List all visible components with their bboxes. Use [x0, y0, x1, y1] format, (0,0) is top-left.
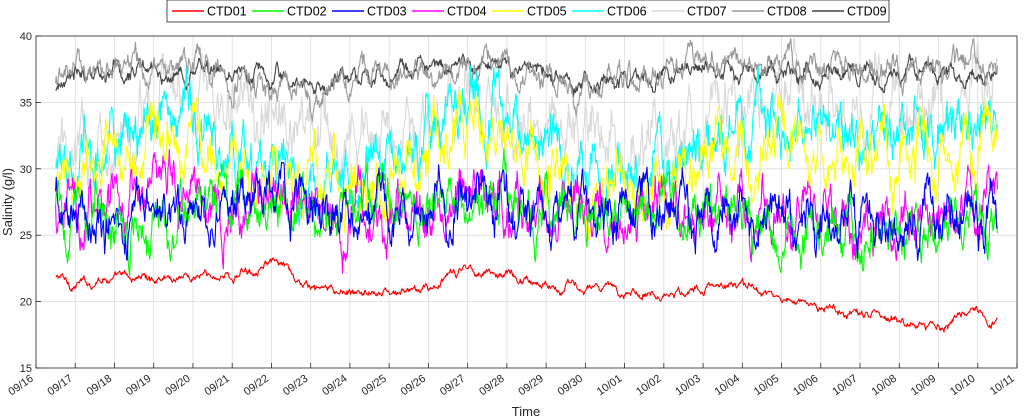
x-tick-label: 10/11 — [988, 373, 1017, 398]
legend: CTD01 CTD02 CTD03 CTD04 CTD05 CTD06 CTD07 CTD08… — [166, 0, 890, 23]
series-line-ctd01 — [55, 257, 998, 333]
x-tick-label: 10/01 — [595, 373, 624, 399]
x-axis-label: Time — [512, 404, 540, 419]
series-line-ctd06 — [55, 65, 998, 227]
legend-label-ctd04: CTD04 — [447, 5, 487, 19]
series-line-ctd05 — [55, 89, 998, 241]
y-tick-label: 40 — [20, 31, 32, 43]
x-tick-label: 09/19 — [124, 373, 153, 399]
y-tick-label: 35 — [20, 97, 32, 109]
legend-label-ctd03: CTD03 — [367, 5, 407, 19]
x-tick-label: 10/02 — [634, 373, 663, 399]
x-tick-label: 09/25 — [359, 373, 388, 399]
x-tick-label: 10/04 — [713, 373, 742, 399]
x-tick-label: 10/09 — [909, 373, 938, 399]
legend-label-ctd05: CTD05 — [527, 5, 567, 19]
x-tick-label: 10/07 — [830, 373, 859, 399]
x-tick-label: 09/21 — [202, 373, 231, 399]
legend-label-ctd08: CTD08 — [767, 5, 807, 19]
x-tick-label: 09/23 — [281, 373, 310, 399]
x-tick-label: 09/24 — [320, 373, 349, 399]
legend-box — [166, 0, 890, 23]
series-lines — [55, 38, 998, 333]
x-tick-label: 09/18 — [85, 373, 114, 399]
legend-label-ctd09: CTD09 — [847, 5, 887, 19]
x-tick-label: 10/05 — [752, 373, 781, 399]
series-line-ctd08 — [55, 38, 998, 122]
x-tick-label: 09/29 — [516, 373, 545, 399]
x-tick-label: 09/17 — [46, 373, 75, 399]
legend-label-ctd07: CTD07 — [687, 5, 727, 19]
series-line-ctd03 — [55, 161, 998, 261]
x-tick-label: 10/06 — [791, 373, 820, 399]
y-tick-label: 25 — [20, 230, 32, 242]
x-tick-label: 09/26 — [399, 373, 428, 399]
legend-label-ctd01: CTD01 — [207, 5, 247, 19]
x-tick-label: 09/16 — [6, 373, 35, 399]
legend-label-ctd02: CTD02 — [287, 5, 327, 19]
y-tick-label: 30 — [20, 164, 32, 176]
x-tick-label: 09/22 — [242, 373, 271, 399]
y-axis-label: Salinity (g/l) — [0, 168, 15, 236]
x-tick-label: 10/03 — [673, 373, 702, 399]
plot-frame — [35, 35, 1018, 369]
x-tick-label: 10/10 — [948, 373, 977, 399]
x-tick-label: 09/30 — [556, 373, 585, 399]
x-tick-label: 09/28 — [477, 373, 506, 399]
x-tick-label: 09/27 — [438, 373, 467, 399]
x-tick-label: 09/20 — [163, 373, 192, 399]
y-tick-label: 15 — [20, 363, 32, 375]
legend-label-ctd06: CTD06 — [607, 5, 647, 19]
x-tick-label: 10/08 — [870, 373, 899, 399]
y-tick-label: 20 — [20, 297, 32, 309]
y-axis: 15 20 25 30 35 40 — [20, 31, 41, 375]
